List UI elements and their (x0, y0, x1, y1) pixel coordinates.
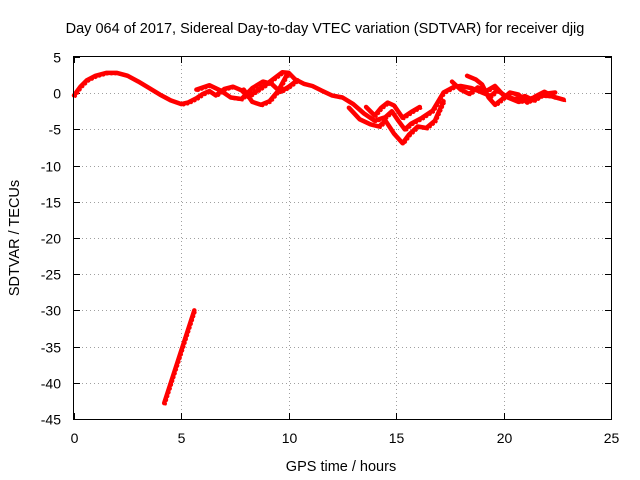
y-tick-label: -30 (41, 303, 61, 319)
series-line-overlap-d-scatter (366, 103, 423, 121)
x-tick-label: 20 (497, 430, 513, 446)
series-line-lower-segment (161, 308, 197, 406)
x-axis-label: GPS time / hours (286, 459, 396, 475)
series-line-overlap-c-scatter (349, 101, 446, 146)
y-tick-label: 5 (53, 50, 61, 66)
y-axis-label: SDTVAR / TECUs (7, 180, 23, 296)
y-tick-label: -35 (41, 340, 61, 356)
y-tick-labels: 5 0 -5 -10 -15 -20 -25 -30 -35 -40 -45 (41, 50, 61, 428)
x-tick-labels: 0 5 10 15 20 25 (71, 430, 620, 446)
series-line-overlap-f-scatter (452, 82, 558, 103)
y-tick-label: -10 (41, 159, 61, 175)
y-tick-label: -40 (41, 376, 61, 392)
chart-title: Day 064 of 2017, Sidereal Day-to-day VTE… (66, 21, 585, 37)
x-tick-label: 15 (389, 430, 405, 446)
x-tick-label: 25 (604, 430, 620, 446)
y-tick-label: -15 (41, 195, 61, 211)
plot-frame (73, 56, 612, 420)
y-tick-label: -5 (49, 122, 62, 138)
y-tick-label: -25 (41, 267, 61, 283)
series-line-lower-segment-scatter (164, 310, 197, 406)
x-tick-label: 5 (178, 430, 186, 446)
data-series (71, 69, 567, 406)
x-tick-label: 10 (282, 430, 298, 446)
y-tick-label: -20 (41, 231, 61, 247)
y-tick-label: 0 (53, 86, 61, 102)
series-line-overlap-b (241, 72, 289, 108)
series-line-overlap-b-scatter (244, 75, 290, 108)
series-line-overlap-a-scatter (196, 80, 300, 102)
grid (74, 57, 611, 419)
x-tick-label: 0 (71, 430, 79, 446)
y-tick-label: -45 (41, 412, 61, 428)
